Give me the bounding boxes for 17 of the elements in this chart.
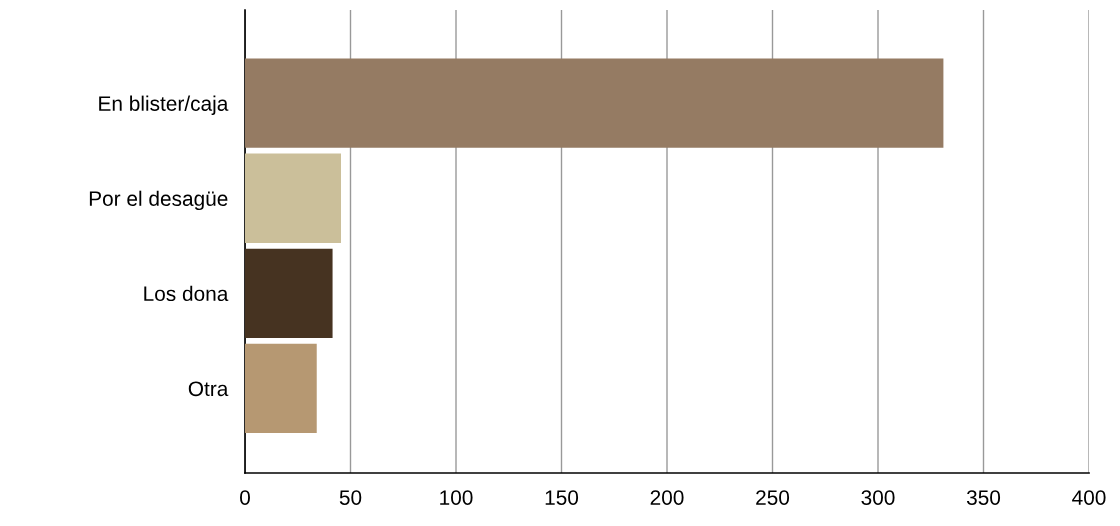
- x-tick-label: 200: [650, 490, 684, 505]
- bar: [245, 153, 341, 243]
- y-tick-label: Por el desagüe: [89, 190, 228, 211]
- y-tick-label: Otra: [188, 381, 229, 397]
- x-tick-label: 0: [240, 490, 250, 505]
- y-tick-label: En blister/caja: [99, 95, 229, 116]
- x-tick-label: 250: [756, 490, 790, 505]
- x-tick-label: 50: [339, 490, 362, 505]
- bar: [245, 58, 944, 148]
- x-tick-label: 150: [545, 490, 579, 505]
- bar: [245, 343, 317, 434]
- x-tick-label: 300: [861, 490, 895, 505]
- y-tick-label: Los dona: [144, 285, 229, 302]
- x-tick-label: 350: [966, 490, 1001, 505]
- x-tick-label: 100: [440, 490, 473, 505]
- x-tick-label: 400: [1072, 490, 1106, 505]
- bar: [245, 248, 333, 338]
